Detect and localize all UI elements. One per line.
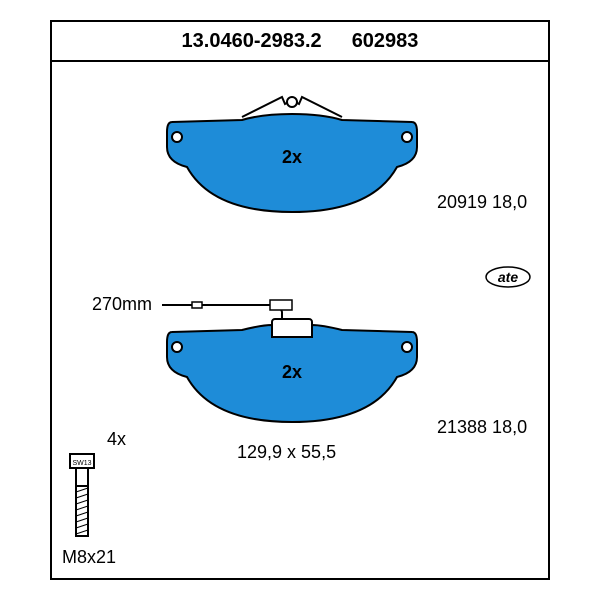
bolt-group: 4x SW13 M8x21 [62, 429, 126, 568]
svg-text:SW13: SW13 [72, 460, 91, 467]
pad2-code: 21388 18,0 [437, 417, 527, 438]
pad2-wire-label: 270mm [92, 294, 152, 315]
dimensions-label: 129,9 x 55,5 [237, 442, 336, 463]
pad1-code: 20919 18,0 [437, 192, 527, 213]
header-bar: 13.0460-2983.2 602983 [52, 22, 548, 62]
diagram-content: 2x 20919 18,0 2x 270mm 21388 18,0 129, [52, 62, 548, 578]
bolt-spec: M8x21 [62, 547, 126, 568]
bolt-icon: SW13 [62, 452, 102, 542]
pad2-qty-label: 2x [282, 362, 302, 383]
part-number: 13.0460-2983.2 [182, 30, 322, 53]
brake-pad-1: 2x [162, 92, 422, 237]
bolt-qty: 4x [107, 429, 126, 450]
short-code: 602983 [352, 30, 419, 53]
brand-logo: ate [483, 262, 533, 297]
logo-text: ate [498, 269, 518, 285]
technical-diagram: 13.0460-2983.2 602983 2x 20919 18,0 [50, 20, 550, 580]
brake-pad-2: 2x [162, 297, 422, 442]
pad1-qty-label: 2x [282, 147, 302, 168]
